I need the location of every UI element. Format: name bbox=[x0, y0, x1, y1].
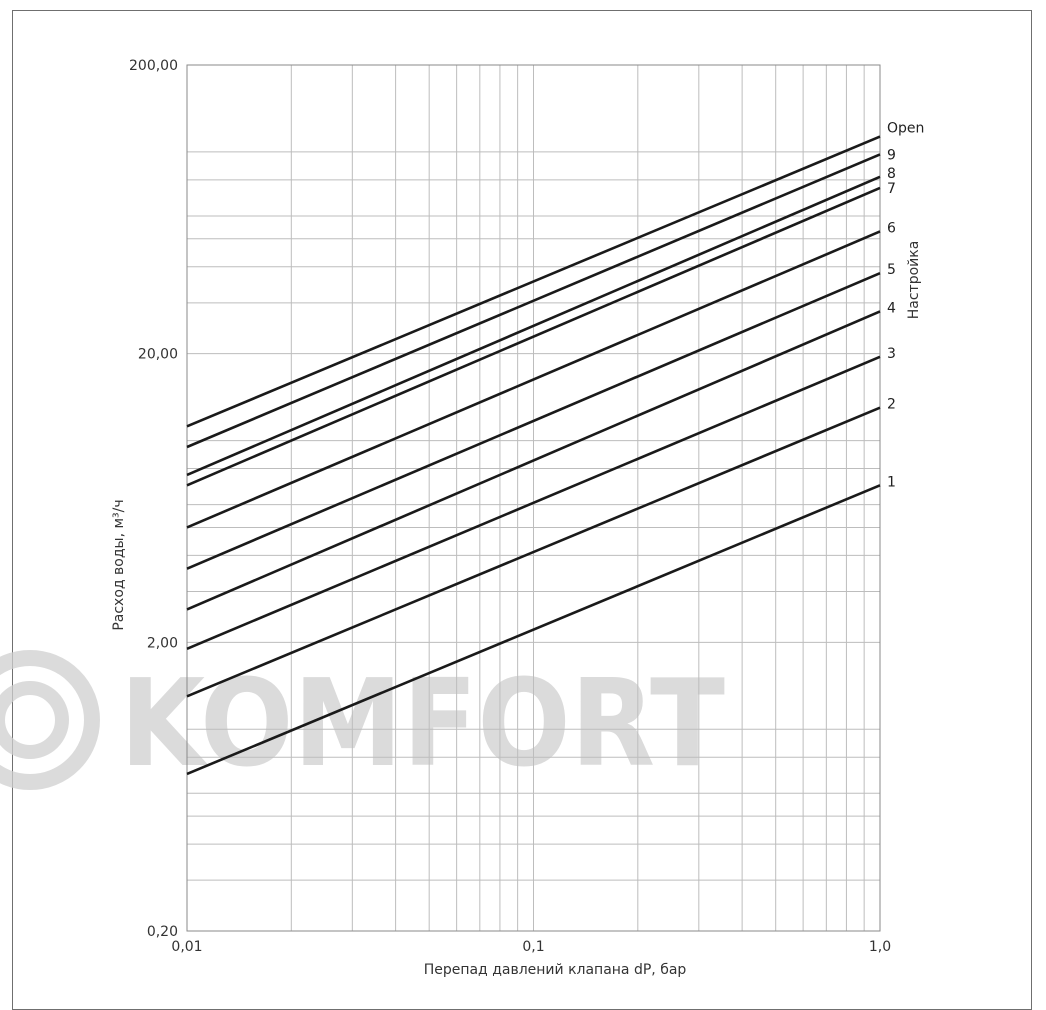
circle-logo-icon bbox=[0, 650, 100, 790]
y-tick-label: 20,00 bbox=[138, 347, 178, 363]
series-label-2: 2 bbox=[887, 397, 896, 413]
series-line-7 bbox=[186, 186, 881, 487]
series-line-2 bbox=[186, 406, 881, 698]
grid bbox=[187, 65, 880, 931]
series-label-4: 4 bbox=[887, 300, 896, 316]
series-label-7: 7 bbox=[887, 181, 896, 197]
series-lines bbox=[186, 135, 881, 776]
x-tick-label: 1,0 bbox=[869, 939, 891, 955]
series-line-3 bbox=[186, 355, 881, 650]
y-tick-label: 200,00 bbox=[129, 58, 178, 74]
y-tick-label: 2,00 bbox=[147, 635, 178, 651]
series-line-4 bbox=[186, 310, 881, 611]
watermark: KOMFORT bbox=[0, 650, 725, 794]
series-label-1: 1 bbox=[887, 474, 896, 490]
series-line-6 bbox=[186, 230, 881, 529]
x-tick-label: 0,1 bbox=[522, 939, 544, 955]
y-axis-title: Расход воды, м³/ч bbox=[111, 499, 127, 630]
series-label-3: 3 bbox=[887, 346, 896, 362]
series-label-9: 9 bbox=[887, 147, 896, 163]
plot-area-border bbox=[186, 64, 881, 932]
legend-title: Настройка bbox=[906, 241, 922, 320]
series-labels: 1 2 3 4 5 6 78 9 Open bbox=[887, 121, 924, 491]
x-axis-title: Перепад давлений клапана dP, бар bbox=[424, 962, 687, 978]
x-tick-label: 0,01 bbox=[171, 939, 202, 955]
watermark-text: KOMFORT bbox=[120, 655, 725, 794]
series-line-9 bbox=[186, 153, 881, 449]
series-line-5 bbox=[186, 272, 881, 570]
series-line-8 bbox=[186, 175, 881, 477]
series-label-5: 5 bbox=[887, 262, 896, 278]
series-label-open: Open bbox=[887, 121, 924, 137]
y-tick-labels: 0,20 2,00 20,00 200,00 bbox=[129, 58, 178, 940]
series-line-1 bbox=[186, 484, 881, 776]
series-line-open bbox=[186, 135, 881, 428]
series-label-8: 8 bbox=[887, 166, 896, 182]
y-tick-label: 0,20 bbox=[147, 924, 178, 940]
x-tick-labels: 0,01 0,1 1,0 bbox=[171, 939, 891, 955]
series-label-6: 6 bbox=[887, 220, 896, 236]
